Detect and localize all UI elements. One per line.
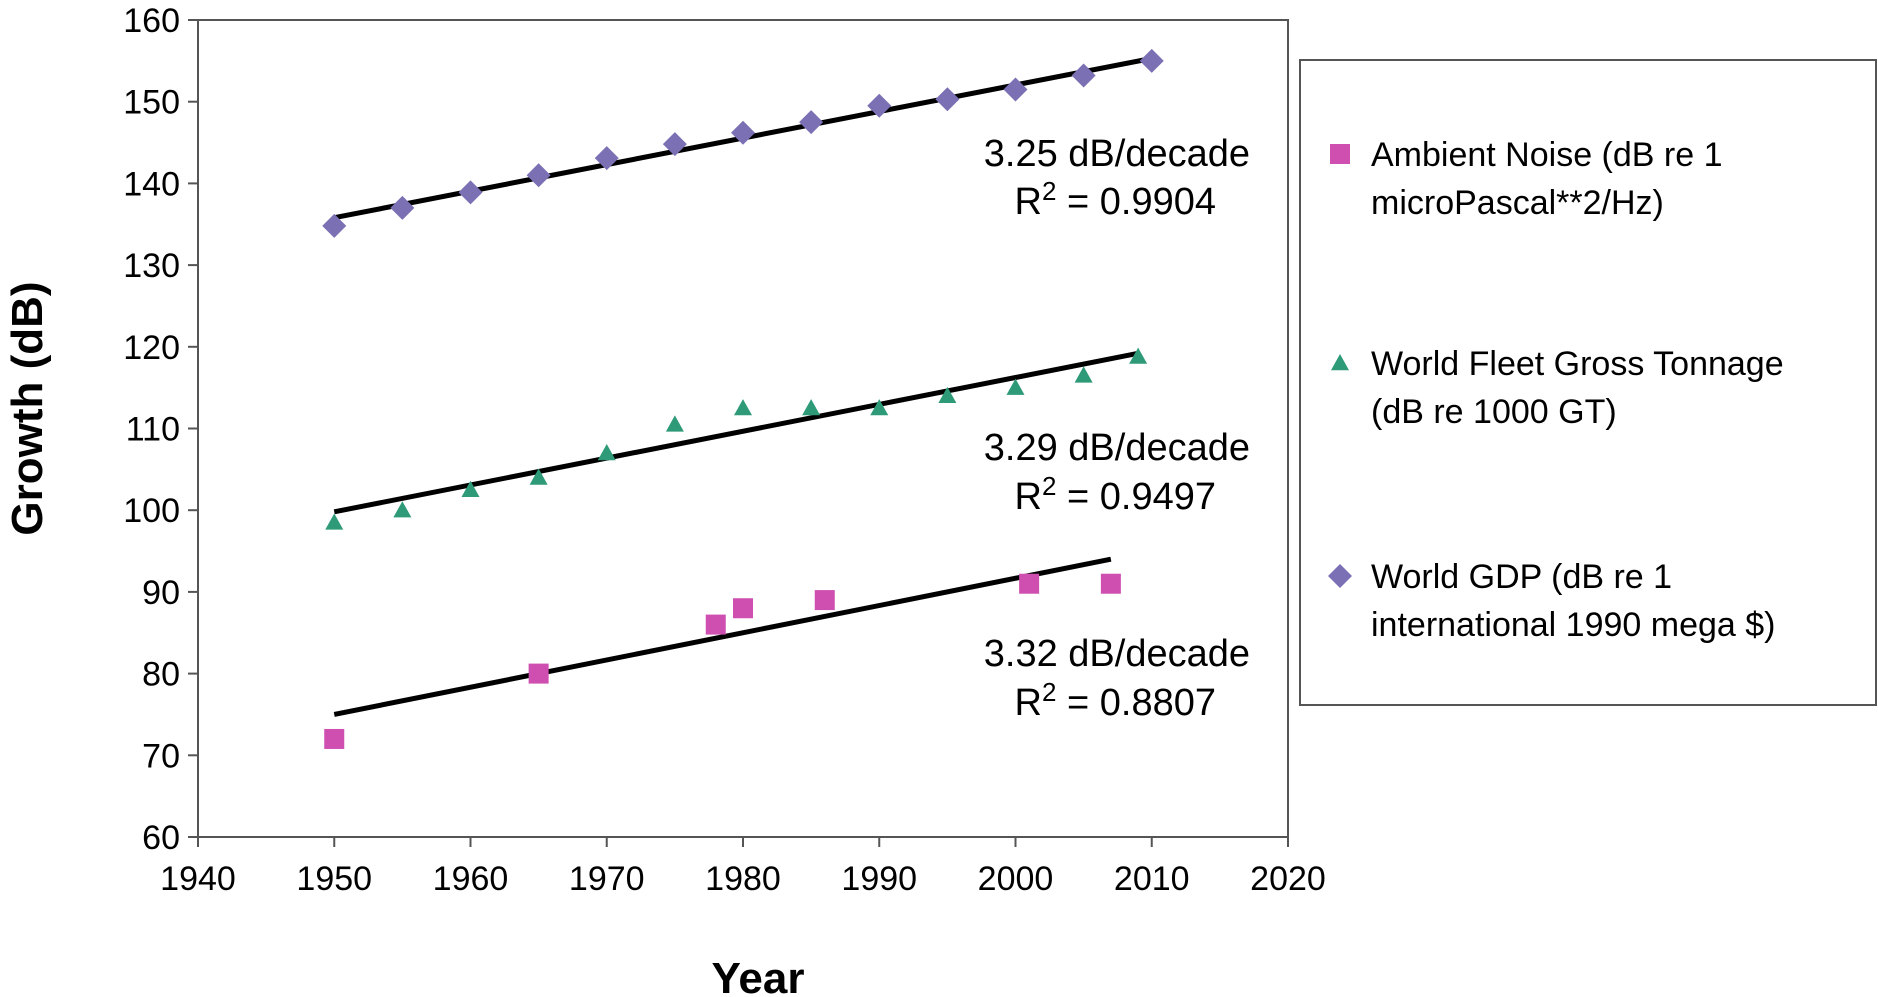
noise-point: [324, 728, 345, 749]
r2-superscript: 2: [1042, 176, 1056, 206]
y-tick-label: 130: [123, 247, 180, 285]
legend-label-noise: Ambient Noise (dB re 1: [1371, 136, 1723, 174]
noise-point: [733, 598, 753, 619]
fleet-point: [597, 444, 616, 461]
x-tick-label: 1940: [160, 860, 236, 898]
x-axis-title: Year: [712, 954, 805, 997]
y-tick-label: 160: [123, 2, 180, 40]
noise-point: [1019, 573, 1040, 594]
r2-value: = 0.9497: [1056, 476, 1216, 518]
legend-label-noise: microPascal**2/Hz): [1371, 184, 1664, 222]
fleet-point: [1074, 366, 1093, 383]
noise-point: [528, 663, 549, 684]
fleet-point: [461, 480, 480, 497]
legend-label-gdp: World GDP (dB re 1: [1371, 558, 1672, 596]
gdp-slope-label: 3.25 dB/decade: [984, 133, 1250, 175]
y-tick-label: 60: [142, 819, 180, 857]
y-axis-title: Growth (dB): [3, 281, 52, 535]
gdp-point: [1139, 48, 1164, 73]
r2-prefix: R: [1015, 181, 1042, 223]
legend-label-gdp: international 1990 mega $): [1371, 606, 1776, 644]
legend-marker-noise: [1330, 144, 1350, 164]
fleet-point: [529, 468, 548, 485]
points-layer: [322, 48, 1164, 749]
noise-point: [1100, 573, 1121, 594]
gdp-point: [458, 180, 483, 205]
fleet-point: [1129, 347, 1148, 364]
r2-value: = 0.8807: [1056, 682, 1216, 724]
x-tick-label: 1990: [841, 860, 917, 898]
gdp-point: [935, 87, 960, 112]
gdp-point: [1071, 63, 1096, 88]
noise-r2-label: R2 = 0.8807: [1015, 677, 1216, 724]
x-tick-label: 1980: [705, 860, 781, 898]
gdp-point: [1003, 77, 1028, 102]
gdp-point: [731, 120, 755, 145]
gdp-point: [322, 213, 347, 238]
y-tick-label: 90: [142, 574, 180, 612]
legend-marker-gdp: [1328, 564, 1352, 588]
r2-prefix: R: [1015, 476, 1042, 518]
x-tick-label: 1970: [569, 860, 645, 898]
x-tick-label: 1950: [296, 860, 372, 898]
gdp-point: [867, 93, 892, 118]
fleet-r2-label: R2 = 0.9497: [1015, 471, 1216, 518]
gdp-point: [662, 132, 687, 157]
y-tick-label: 80: [142, 656, 180, 694]
noise-point: [814, 590, 835, 611]
y-tick-label: 120: [123, 329, 180, 367]
r2-value: = 0.9904: [1056, 181, 1216, 223]
legend-label-fleet: World Fleet Gross Tonnage: [1371, 345, 1784, 383]
y-tick-label: 140: [123, 165, 180, 203]
gdp-point: [799, 110, 824, 135]
legend-label-fleet: (dB re 1000 GT): [1371, 393, 1617, 431]
r2-prefix: R: [1015, 682, 1042, 724]
y-tick-label: 100: [123, 492, 180, 530]
r2-superscript: 2: [1042, 677, 1056, 707]
gdp-point: [594, 146, 619, 171]
gdp-point: [526, 163, 551, 188]
r2-superscript: 2: [1042, 471, 1056, 501]
noise-point: [705, 614, 726, 635]
fleet-point: [665, 415, 684, 432]
fleet-point: [870, 399, 889, 416]
noise-slope-label: 3.32 dB/decade: [984, 633, 1250, 675]
legend-marker-fleet: [1331, 354, 1349, 371]
gdp-point: [390, 195, 415, 220]
legend: Ambient Noise (dB re 1 microPascal**2/Hz)…: [1299, 59, 1877, 706]
x-tick-label: 1960: [433, 860, 509, 898]
y-tick-label: 110: [126, 411, 180, 449]
fleet-point: [802, 399, 821, 416]
noise-trendline: [333, 556, 1112, 717]
fleet-point: [325, 513, 344, 530]
axes-layer: 1940 1950 1960 1970 1980 1990 2000 2010 2020 60 70…: [3, 2, 1326, 997]
y-tick-label: 70: [142, 737, 180, 775]
y-tick-label: 150: [123, 84, 180, 122]
legend-box: [1299, 59, 1877, 706]
x-tick-label: 2010: [1114, 860, 1190, 898]
gdp-r2-label: R2 = 0.9904: [1015, 176, 1216, 223]
fleet-point: [734, 399, 752, 416]
fleet-point: [1006, 378, 1025, 395]
fleet-point: [393, 501, 412, 518]
fleet-point: [938, 386, 957, 404]
x-tick-label: 2000: [978, 860, 1054, 898]
fleet-slope-label: 3.29 dB/decade: [984, 427, 1250, 469]
x-tick-label: 2020: [1250, 860, 1326, 898]
